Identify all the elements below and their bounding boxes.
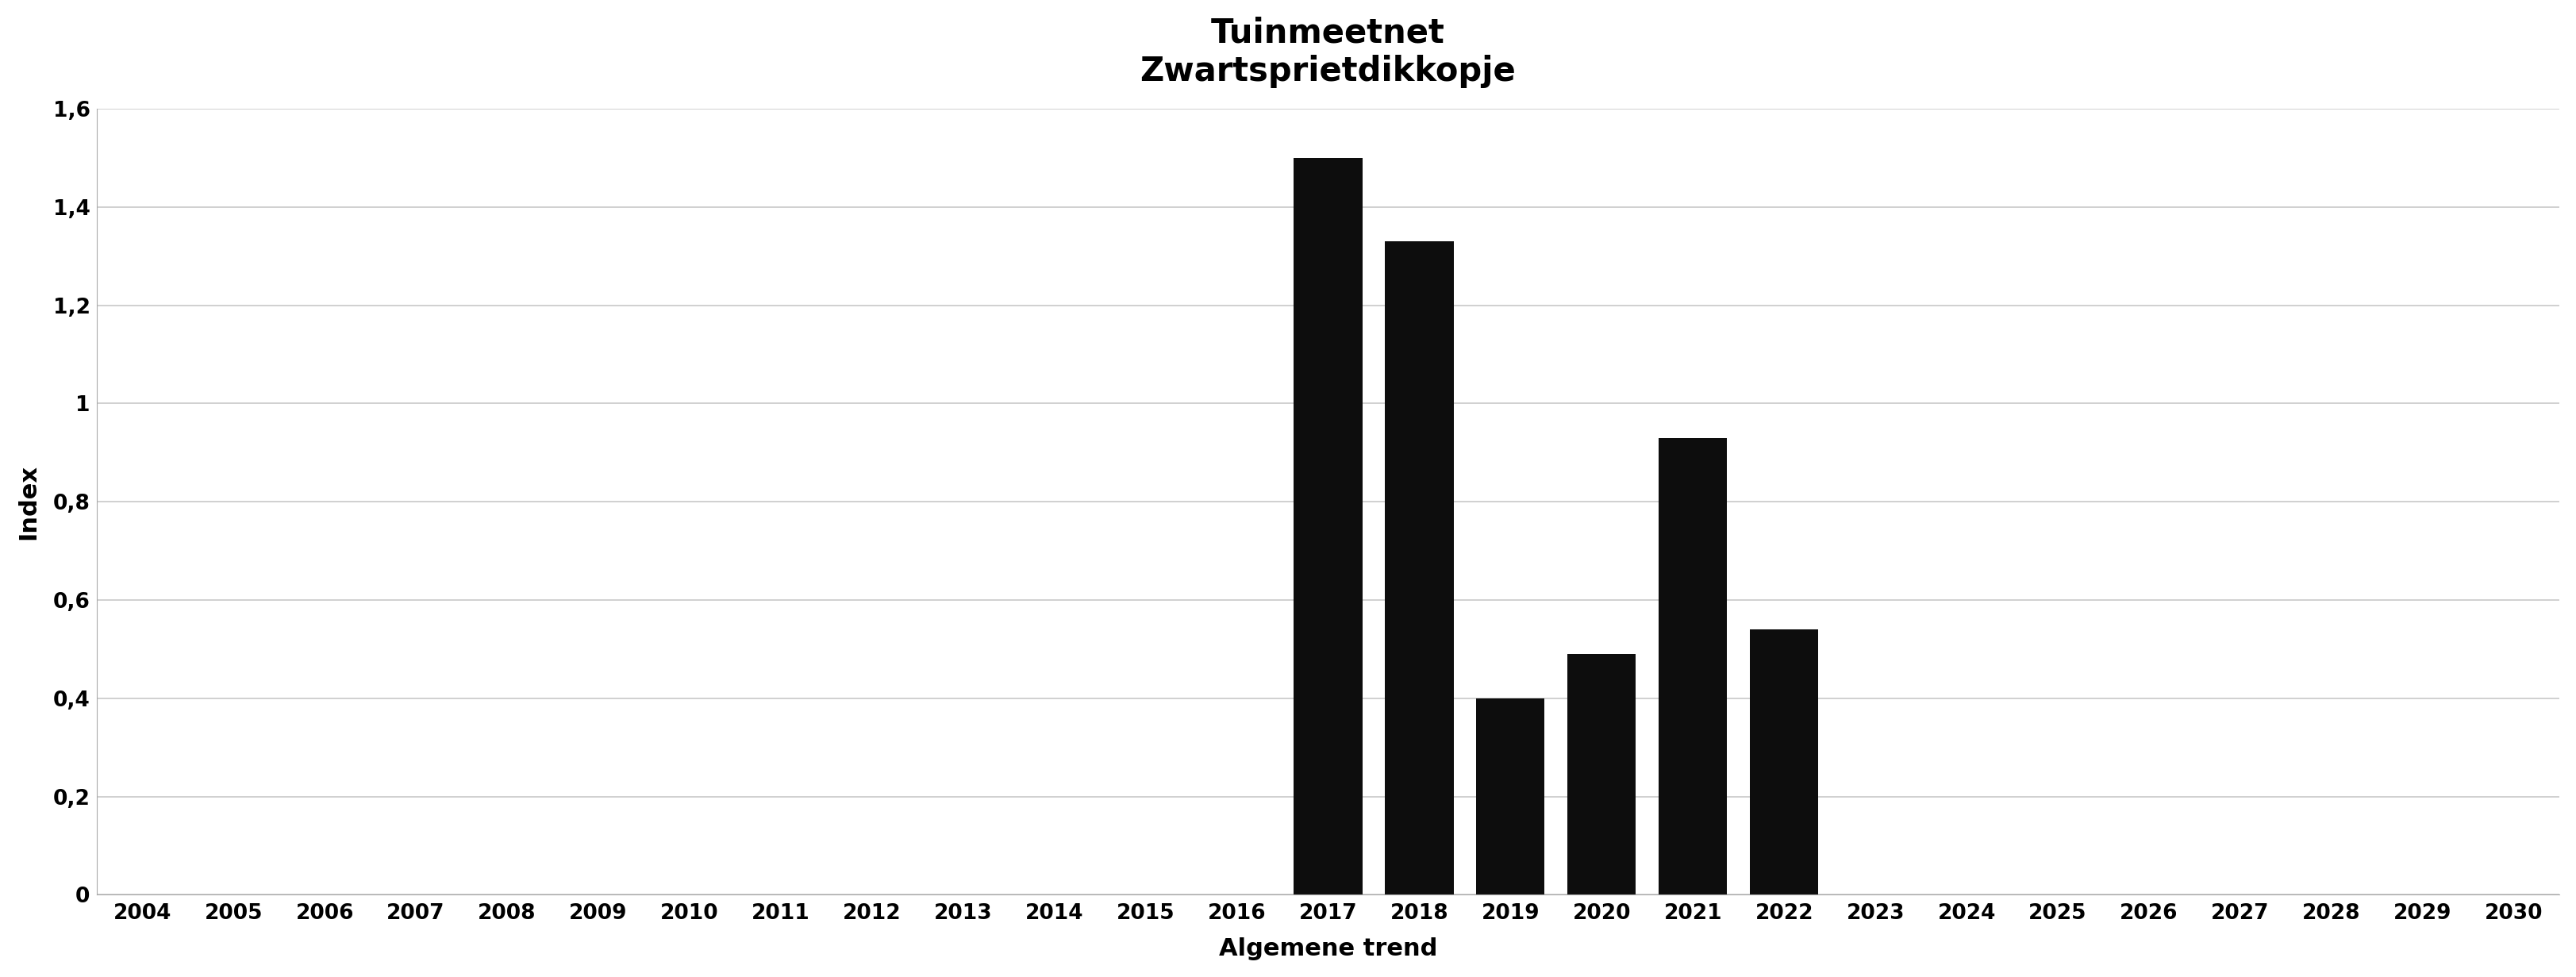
Bar — [1569, 654, 1636, 895]
Bar — [1659, 438, 1726, 895]
Bar — [1386, 241, 1453, 895]
Bar — [1476, 699, 1546, 895]
X-axis label: Algemene trend: Algemene trend — [1218, 938, 1437, 960]
Bar — [1749, 629, 1819, 895]
Y-axis label: Index: Index — [15, 464, 39, 539]
Title: Tuinmeetnet
Zwartsprietdikkopje: Tuinmeetnet Zwartsprietdikkopje — [1141, 17, 1517, 89]
Bar — [1293, 158, 1363, 895]
